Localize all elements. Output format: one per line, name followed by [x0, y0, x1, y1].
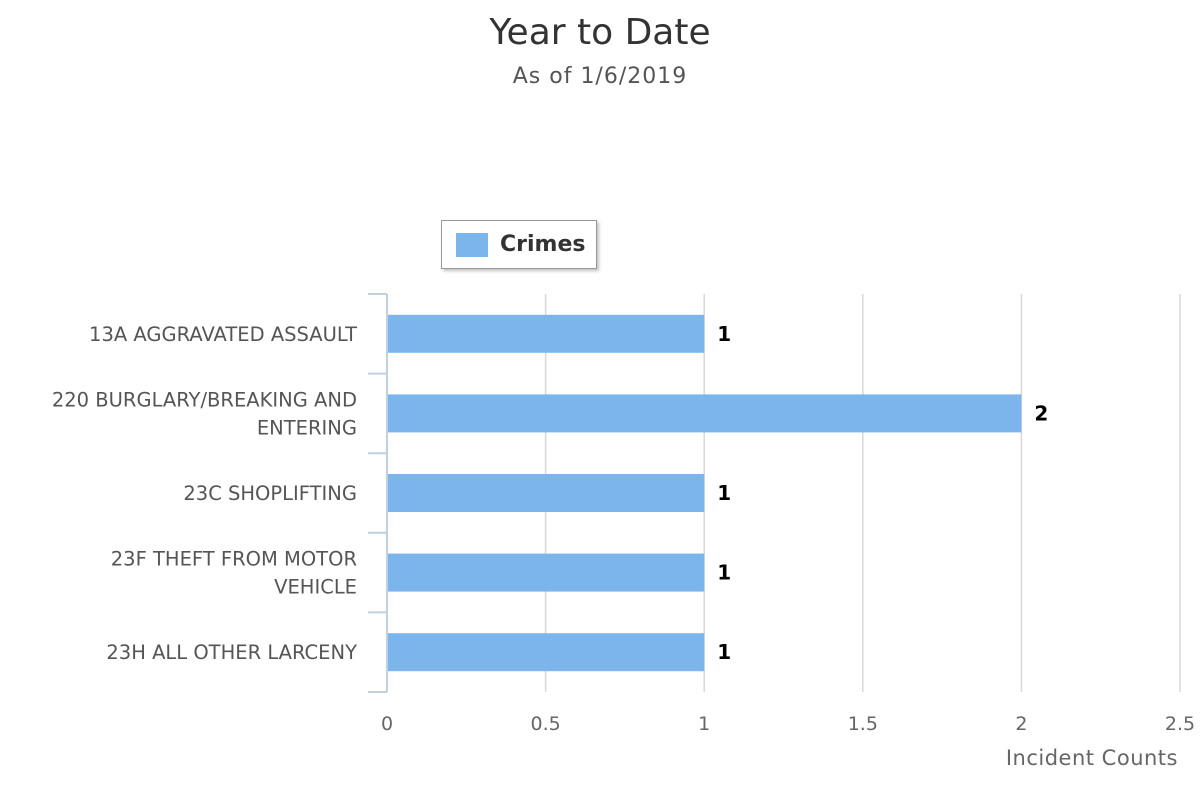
data-label: 1 [717, 481, 731, 505]
legend-label-crimes: Crimes [500, 232, 586, 257]
category-label: 23H ALL OTHER LARCENY [106, 641, 357, 664]
x-tick-label: 1 [698, 713, 710, 735]
chart-title: Year to Date [489, 12, 711, 53]
category-labels: 13A AGGRAVATED ASSAULT 220 BURGLARY/BREAK… [52, 323, 357, 664]
bar[interactable] [388, 394, 1022, 433]
x-tick-label: 0.5 [530, 713, 560, 735]
x-tick-label: 1.5 [848, 713, 878, 735]
legend-swatch-crimes [456, 232, 488, 257]
data-labels: 1 2 1 1 1 [717, 322, 1048, 664]
data-label: 1 [717, 322, 731, 346]
bars [388, 314, 1022, 672]
category-label: 13A AGGRAVATED ASSAULT [89, 323, 357, 346]
chart-subtitle: As of 1/6/2019 [512, 64, 688, 89]
legend[interactable]: Crimes [441, 220, 597, 269]
bar[interactable] [388, 633, 705, 672]
category-label: 23F THEFT FROM MOTOR VEHICLE [111, 548, 357, 599]
x-tick-label: 0 [381, 713, 393, 735]
category-label: 220 BURGLARY/BREAKING AND ENTERING [52, 388, 357, 439]
bar[interactable] [388, 474, 705, 512]
bar[interactable] [388, 553, 705, 592]
data-label: 2 [1034, 401, 1048, 425]
category-label: 23C SHOPLIFTING [183, 482, 357, 505]
x-tick-label: 2 [1015, 713, 1027, 735]
y-axis [368, 293, 388, 693]
x-tick-labels: 0 0.5 1 1.5 2 2.5 [381, 713, 1195, 735]
x-tick-label: 2.5 [1165, 713, 1195, 735]
data-label: 1 [717, 561, 731, 585]
data-label: 1 [717, 640, 731, 664]
x-axis-title: Incident Counts [1006, 746, 1178, 770]
bar[interactable] [388, 314, 705, 353]
